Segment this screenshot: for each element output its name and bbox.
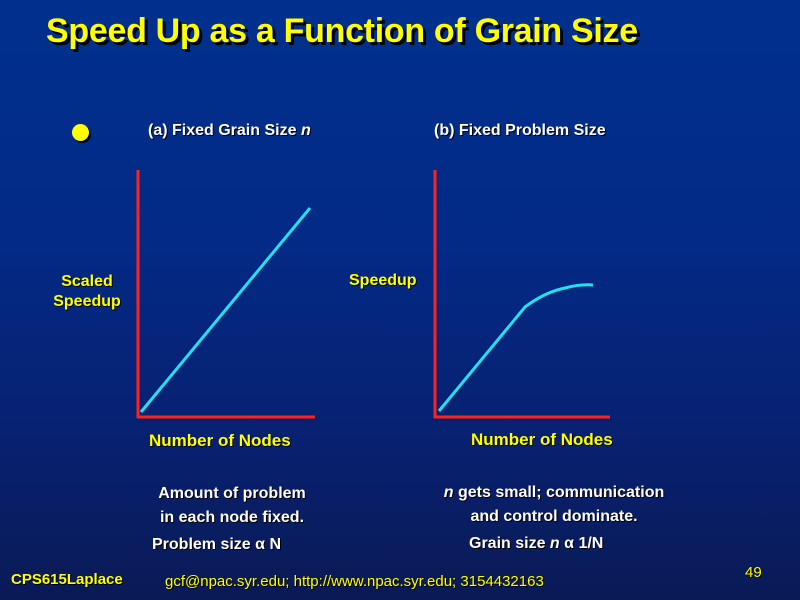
panel-a-heading-text: (a) Fixed Grain Size [148, 122, 301, 139]
panel-b-saturating-curve [437, 283, 594, 412]
panel-a-ylabel-line1: Scaled [61, 273, 113, 290]
panel-a-formula-symbol: α [255, 536, 265, 553]
panel-b-ylabel: Speedup [349, 272, 417, 289]
panel-a-ylabel-line2: Speedup [53, 293, 121, 310]
panel-a-note: Amount of problem in each node fixed. [132, 482, 332, 530]
panel-b-note: n gets small; communication and control … [404, 481, 704, 529]
panel-b-heading: (b) Fixed Problem Size [434, 122, 606, 139]
page-number: 49 [745, 564, 762, 581]
panel-a-formula: Problem size α N [152, 536, 281, 554]
panel-a-heading: (a) Fixed Grain Size n [148, 122, 311, 140]
slide-title: Speed Up as a Function of Grain Size [46, 12, 638, 50]
panel-a-ylabel: Scaled Speedup [46, 272, 128, 312]
panel-a-heading-var: n [300, 122, 311, 139]
panel-b-note-line2: and control dominate. [470, 508, 638, 525]
panel-a-note-line2: in each node fixed. [159, 509, 305, 526]
panel-b-formula-symbol: α [559, 535, 579, 552]
panel-a-xlabel: Number of Nodes [149, 431, 291, 450]
panel-a-note-line1: Amount of problem [158, 485, 306, 502]
panel-b-note-line1-text: gets small; communication [453, 484, 665, 501]
panel-b-formula-suffix: 1/N [578, 535, 604, 552]
footer-contact: gcf@npac.syr.edu; http://www.npac.syr.ed… [165, 573, 544, 590]
panel-a-formula-suffix: N [265, 536, 281, 553]
panel-b-note-var: n [443, 484, 454, 501]
panel-a-formula-prefix: Problem size [152, 536, 256, 553]
panel-b-formula-var: n [549, 535, 560, 552]
footer-course-name: CPS615Laplace [11, 571, 123, 588]
panel-b-xlabel: Number of Nodes [471, 430, 613, 449]
panel-a-linear-curve [139, 207, 312, 413]
bullet-dot-icon [72, 124, 89, 141]
panel-b-formula-prefix: Grain size [469, 535, 550, 552]
panel-b-formula: Grain size n α 1/N [469, 535, 603, 553]
panel-b-note-line1: n gets small; communication [404, 481, 704, 505]
